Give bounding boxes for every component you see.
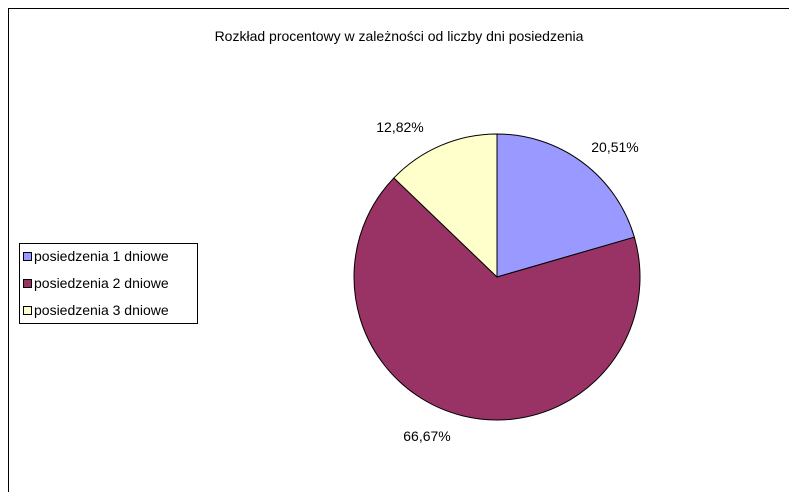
legend-label-1: posiedzenia 1 dniowe <box>34 248 169 264</box>
legend-swatch-1 <box>23 251 32 261</box>
legend: posiedzenia 1 dniowe posiedzenia 2 dniow… <box>19 243 198 324</box>
legend-item: posiedzenia 1 dniowe <box>23 247 169 265</box>
legend-item: posiedzenia 3 dniowe <box>23 301 169 319</box>
legend-swatch-2 <box>23 278 32 288</box>
pie-slice-2 <box>353 177 641 421</box>
chart-area: Rozkład procentowy w zależności od liczb… <box>8 8 789 492</box>
slice-label-1: 20,51% <box>591 139 638 155</box>
legend-label-3: posiedzenia 3 dniowe <box>34 302 169 318</box>
pie-slice-3 <box>393 133 498 279</box>
legend-label-2: posiedzenia 2 dniowe <box>34 275 169 291</box>
slice-label-3: 12,82% <box>376 119 423 135</box>
chart-title: Rozkład procentowy w zależności od liczb… <box>214 28 584 44</box>
pie-slice-1 <box>496 133 635 278</box>
legend-swatch-3 <box>23 305 32 315</box>
slice-label-2: 66,67% <box>403 428 450 444</box>
legend-item: posiedzenia 2 dniowe <box>23 274 169 292</box>
